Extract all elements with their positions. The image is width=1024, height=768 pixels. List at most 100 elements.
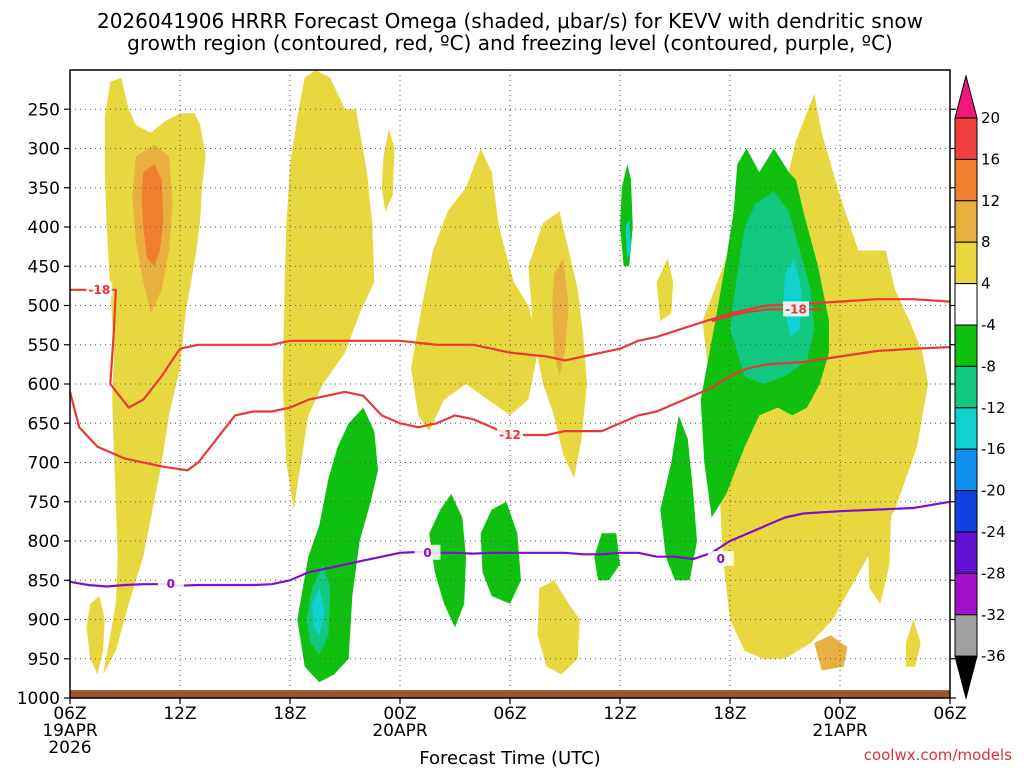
x-tick-label: 18Z xyxy=(713,704,746,724)
colorbar-box-6 xyxy=(954,365,978,409)
y-axis: 250 300 350 400 450 500 550 600 650 700 750 800 850 9… xyxy=(17,100,956,709)
y-tick-label: 700 xyxy=(28,454,60,474)
colorbar-box-0 xyxy=(954,117,978,160)
colorbar-box-9 xyxy=(954,490,978,533)
colorbar-label: 20 xyxy=(981,109,1000,127)
omega-region-10 xyxy=(537,580,580,675)
colorbar-box-1 xyxy=(954,158,978,202)
credit-text: coolwx.com/models xyxy=(864,746,1012,764)
y-tick-label: 350 xyxy=(28,179,60,199)
y-tick-label: 400 xyxy=(28,218,60,238)
colorbar-box-11 xyxy=(954,572,978,616)
omega-region-19 xyxy=(429,493,466,628)
colorbar-label: -20 xyxy=(981,482,1006,500)
x-tick-label: 12Z xyxy=(163,704,196,724)
freezing-contour-1-label-bg xyxy=(414,544,441,560)
x-tick-label: 06Z xyxy=(493,704,526,724)
x-tick-label: 12Z xyxy=(603,704,636,724)
colorbar-label: 12 xyxy=(981,192,1000,210)
grid xyxy=(69,70,951,699)
colorbar-box-8 xyxy=(954,448,978,492)
x-tick-label: 19APR xyxy=(42,721,98,741)
freezing-contour-0-label: 0 xyxy=(167,577,175,591)
colorbar-label: -24 xyxy=(981,523,1006,541)
freezing-contour-line xyxy=(69,500,951,588)
omega-region-27 xyxy=(625,219,631,259)
y-tick-label: 450 xyxy=(28,257,60,277)
colorbar-cap-top xyxy=(954,74,978,119)
omega-shading xyxy=(86,70,928,683)
x-tick-label: 06Z xyxy=(933,704,966,724)
x-tick-label: 2026 xyxy=(48,738,91,758)
temperature-contours: -18 -18 -12 xyxy=(68,281,951,472)
dendritic-contour-2-line xyxy=(68,346,951,472)
omega-region-3 xyxy=(141,164,164,267)
omega-region-21 xyxy=(594,533,620,581)
dendritic-contour-0-line xyxy=(70,288,951,409)
freezing-contour-2-label-bg xyxy=(707,551,734,567)
omega-region-22 xyxy=(660,415,697,581)
colorbar-label: -16 xyxy=(981,440,1006,458)
y-tick-label: 600 xyxy=(28,375,60,395)
y-tick-label: 900 xyxy=(28,611,60,631)
dendritic-contour-2-label-bg xyxy=(497,427,523,443)
colorbar-label: 16 xyxy=(981,150,1000,168)
y-tick-label: 850 xyxy=(28,571,60,591)
x-tick-label: 06Z xyxy=(53,704,86,724)
colorbar-label: 4 xyxy=(981,275,991,293)
colorbar-label: 8 xyxy=(981,233,991,251)
colorbar-box-5 xyxy=(954,324,978,367)
dendritic-contour-0-label-bg xyxy=(86,281,113,297)
colorbar-label: -12 xyxy=(981,399,1006,417)
x-tick-label: 18Z xyxy=(273,704,306,724)
omega-region-6 xyxy=(411,148,540,432)
dendritic-contour-1-label: -18 xyxy=(785,302,807,316)
colorbar-label: -32 xyxy=(981,606,1006,624)
y-tick-label: 1000 xyxy=(17,689,60,709)
x-tick-label: 20APR xyxy=(372,721,428,741)
omega-region-14 xyxy=(814,635,848,671)
y-tick-label: 950 xyxy=(28,650,60,670)
freezing-level-contour: 0 0 0 xyxy=(69,500,951,592)
y-tick-label: 750 xyxy=(28,493,60,513)
colorbar-cap-bottom xyxy=(954,655,978,701)
dendritic-contour-2-label: -12 xyxy=(499,428,521,442)
colorbar-box-10 xyxy=(954,531,978,574)
colorbar-box-2 xyxy=(954,200,978,243)
x-tick-label: 21APR xyxy=(812,721,868,741)
freezing-contour-0-label-bg xyxy=(157,576,184,592)
y-tick-label: 800 xyxy=(28,532,60,552)
omega-region-13 xyxy=(867,493,892,604)
omega-region-8 xyxy=(552,258,569,377)
x-tick-label: 00Z xyxy=(823,704,856,724)
colorbar-box-3 xyxy=(954,241,978,285)
colorbar-box-12 xyxy=(954,614,978,657)
omega-region-5 xyxy=(381,128,395,212)
omega-region-26 xyxy=(783,258,802,337)
x-axis-label: Forecast Time (UTC) xyxy=(419,748,600,768)
dendritic-contour-0-label: -18 xyxy=(88,283,110,297)
chart-title-line1: 2026041906 HRRR Forecast Omega (shaded, … xyxy=(97,9,923,33)
y-tick-label: 550 xyxy=(28,336,60,356)
colorbar: 20 16 12 8 4 -4 -8 -12 -16 -20 -24 -28 -32 -36 xyxy=(954,74,1006,701)
ground-bar xyxy=(70,690,950,698)
colorbar-box-7 xyxy=(954,407,978,450)
dendritic-contour-1-line xyxy=(711,308,822,323)
y-tick-label: 500 xyxy=(28,297,60,317)
omega-region-18 xyxy=(312,588,325,636)
x-tick-label: 00Z xyxy=(383,704,416,724)
y-tick-label: 300 xyxy=(28,140,60,160)
freezing-contour-2-label: 0 xyxy=(717,552,725,566)
colorbar-label: -28 xyxy=(981,564,1006,582)
omega-region-15 xyxy=(906,619,921,667)
omega-region-1 xyxy=(86,596,105,675)
colorbar-label: -4 xyxy=(981,316,996,334)
omega-region-25 xyxy=(730,191,815,384)
dendritic-contour-1-label-bg xyxy=(783,301,809,317)
colorbar-box-4 xyxy=(954,283,978,326)
chart-title-line2: growth region (contoured, red, ºC) and f… xyxy=(127,31,893,55)
colorbar-label: -8 xyxy=(981,357,996,375)
freezing-contour-1-label: 0 xyxy=(423,546,431,560)
